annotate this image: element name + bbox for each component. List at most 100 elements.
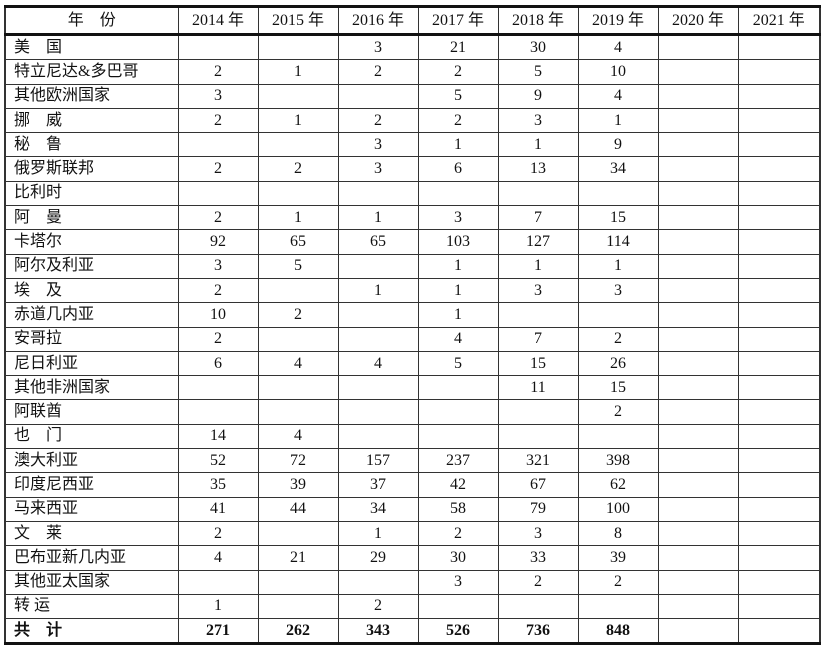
table-cell: 1 [337, 277, 419, 304]
country-name: 文 莱 [4, 520, 179, 547]
column-header: 2016 年 [337, 5, 419, 36]
table-cell: 41 [177, 496, 259, 522]
table-cell: 5 [257, 253, 339, 279]
table-cell: 5 [417, 83, 499, 109]
table-cell: 398 [577, 448, 659, 474]
table-cell: 848 [577, 618, 659, 646]
table-cell [737, 423, 821, 450]
table-cell: 30 [497, 33, 579, 61]
table-cell [257, 33, 339, 61]
table-cell: 33 [497, 545, 579, 571]
table-cell [657, 33, 739, 61]
table-cell: 1 [257, 59, 339, 85]
table-cell [577, 180, 659, 207]
column-header: 2021 年 [737, 5, 821, 36]
table-cell [737, 593, 821, 620]
table-cell: 1 [497, 132, 579, 158]
table-cell: 39 [257, 472, 339, 498]
table-cell: 30 [417, 545, 499, 571]
table-cell: 4 [577, 83, 659, 109]
table-row: 特立尼达&多巴哥 2 1 2 2 5 10 [4, 59, 821, 85]
table-cell [737, 618, 821, 646]
table-cell [737, 375, 821, 401]
table-cell [657, 423, 739, 450]
table-cell: 114 [577, 229, 659, 255]
table-cell: 2 [177, 326, 259, 352]
table-cell: 42 [417, 472, 499, 498]
table-cell [737, 448, 821, 474]
table-row: 马来西亚 41 44 34 58 79 100 [4, 496, 821, 522]
country-name: 卡塔尔 [4, 229, 179, 255]
table-cell: 21 [417, 33, 499, 61]
country-name: 尼日利亚 [4, 350, 179, 377]
table-cell: 2 [337, 59, 419, 85]
table-cell: 3 [497, 107, 579, 134]
column-header: 2017 年 [417, 5, 499, 36]
table-row: 印度尼西亚 35 39 37 42 67 62 [4, 472, 821, 498]
table-cell: 4 [257, 423, 339, 450]
table-cell: 72 [257, 448, 339, 474]
table-cell [657, 593, 739, 620]
table-row: 俄罗斯联邦 2 2 3 6 13 34 [4, 156, 821, 182]
table-cell: 3 [417, 205, 499, 231]
table-cell: 103 [417, 229, 499, 255]
table-cell [577, 593, 659, 620]
table-cell [737, 156, 821, 182]
country-name: 比利时 [4, 180, 179, 207]
table-cell: 4 [417, 326, 499, 352]
table-cell [737, 277, 821, 304]
table-cell: 10 [577, 59, 659, 85]
table-cell: 79 [497, 496, 579, 522]
table-cell: 2 [177, 59, 259, 85]
table-cell: 3 [577, 277, 659, 304]
country-name: 俄罗斯联邦 [4, 156, 179, 182]
table-cell: 1 [497, 253, 579, 279]
table-cell [257, 399, 339, 425]
table-cell [497, 423, 579, 450]
table-cell [657, 253, 739, 279]
table-cell [257, 180, 339, 207]
table-cell: 127 [497, 229, 579, 255]
table-cell: 14 [177, 423, 259, 450]
table-cell: 62 [577, 472, 659, 498]
table-cell: 262 [257, 618, 339, 646]
table-cell [657, 302, 739, 328]
table-cell [657, 205, 739, 231]
table-cell: 100 [577, 496, 659, 522]
table-cell: 4 [577, 33, 659, 61]
table-cell: 4 [337, 350, 419, 377]
table-cell: 37 [337, 472, 419, 498]
table-cell [177, 375, 259, 401]
table-row: 也 门 14 4 [4, 423, 821, 450]
table-row: 阿尔及利亚 3 5 1 1 1 [4, 253, 821, 279]
table-cell [257, 132, 339, 158]
table-cell [737, 83, 821, 109]
table-cell: 52 [177, 448, 259, 474]
table-cell [737, 399, 821, 425]
table-cell [737, 205, 821, 231]
table-cell [657, 107, 739, 134]
table-cell: 1 [337, 205, 419, 231]
table-cell: 1 [337, 520, 419, 547]
table-cell [737, 253, 821, 279]
table-cell: 3 [337, 132, 419, 158]
column-header: 2014 年 [177, 5, 259, 36]
table-cell [657, 132, 739, 158]
table-cell: 7 [497, 326, 579, 352]
country-name: 其他非洲国家 [4, 375, 179, 401]
table-cell: 21 [257, 545, 339, 571]
table-cell [657, 545, 739, 571]
table-cell: 157 [337, 448, 419, 474]
country-name: 共 计 [4, 618, 179, 646]
table-cell [657, 520, 739, 547]
table-cell [737, 520, 821, 547]
table-cell [737, 180, 821, 207]
table-cell [257, 520, 339, 547]
table-cell [577, 302, 659, 328]
country-name: 印度尼西亚 [4, 472, 179, 498]
country-name: 巴布亚新几内亚 [4, 545, 179, 571]
table-row: 美 国 3 21 30 4 [4, 33, 821, 61]
